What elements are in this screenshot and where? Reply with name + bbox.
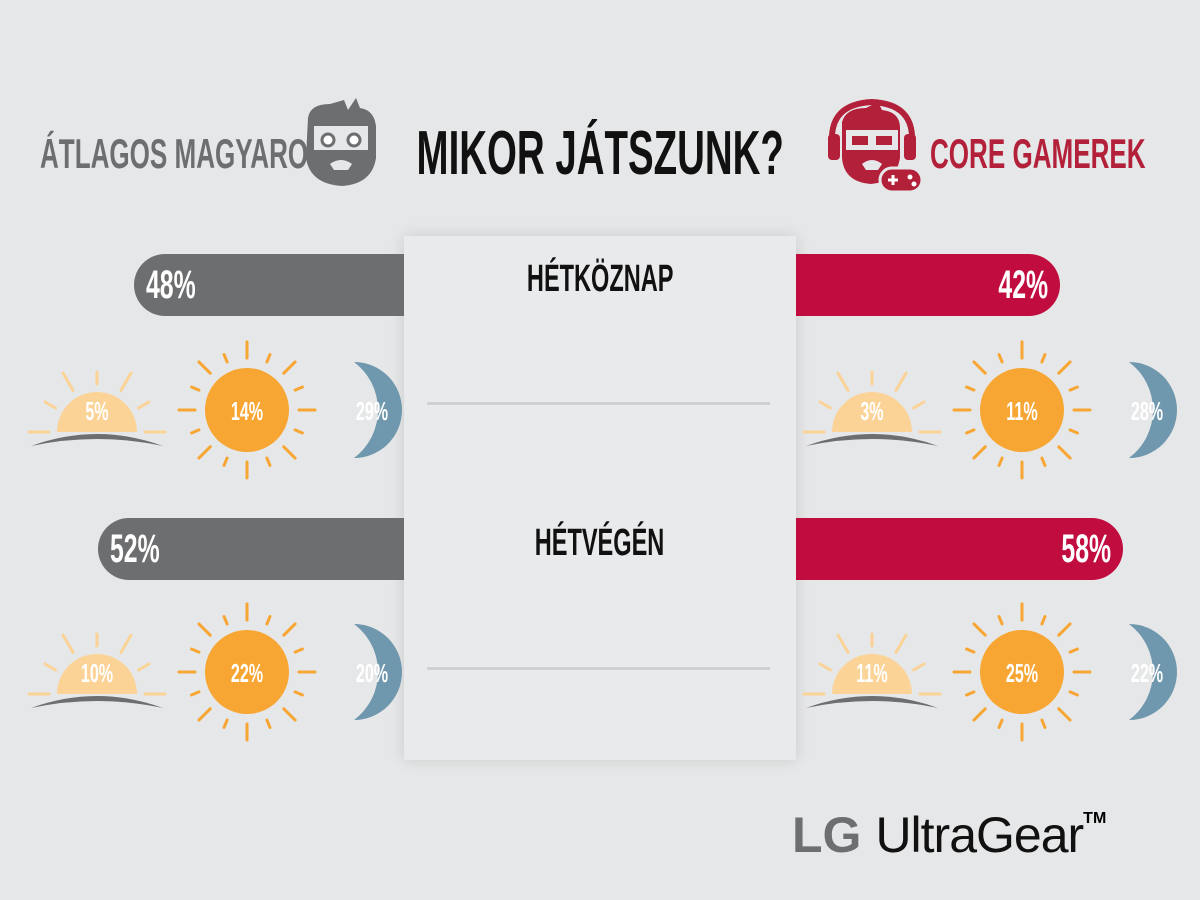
bar-right-weekday: 42% — [796, 254, 1060, 316]
value-label: 28% — [1131, 396, 1163, 426]
divider — [427, 402, 770, 405]
value-label: 3% — [860, 396, 883, 426]
value-label: 29% — [356, 396, 388, 426]
right-group-label: CORE GAMEREK — [930, 130, 1146, 177]
sunrise-icon — [27, 632, 167, 708]
value-label: 22% — [231, 658, 263, 688]
page-title: MIKOR JÁTSZUNK? — [416, 119, 784, 188]
gamer-headset-face-icon — [828, 98, 924, 194]
sunrise-icon — [802, 632, 942, 708]
value-label: 22% — [1131, 658, 1163, 688]
moon-icon — [354, 362, 402, 458]
bar-left-weekend: 52% — [98, 518, 404, 580]
sun-icon — [177, 602, 317, 742]
sunrise-icon — [802, 370, 942, 446]
moon-icon — [1129, 362, 1177, 458]
value-label: 10% — [81, 658, 113, 688]
section-label-weekday: HÉTKÖZNAP — [526, 258, 674, 300]
divider — [427, 667, 770, 670]
value-label: 11% — [856, 658, 887, 688]
center-panel — [404, 236, 796, 760]
bar-right-weekend: 58% — [796, 518, 1123, 580]
value-label: 20% — [356, 658, 388, 688]
section-label-weekend: HÉTVÉGÉN — [535, 522, 665, 564]
sun-icon — [177, 340, 317, 480]
moon-icon — [354, 624, 402, 720]
sun-icon — [952, 602, 1092, 742]
bearded-man-face-icon — [306, 98, 376, 186]
lg-ultragear-logo: LG UltraGearTM — [792, 807, 1107, 863]
value-label: 5% — [85, 396, 108, 426]
sunrise-icon — [27, 370, 167, 446]
moon-icon — [1129, 624, 1177, 720]
left-group-label: ÁTLAGOS MAGYAROK — [40, 130, 327, 177]
value-label: 14% — [231, 396, 263, 426]
bar-left-weekday: 48% — [134, 254, 404, 316]
value-label: 11% — [1006, 396, 1037, 426]
value-label: 25% — [1006, 658, 1038, 688]
sun-icon — [952, 340, 1092, 480]
